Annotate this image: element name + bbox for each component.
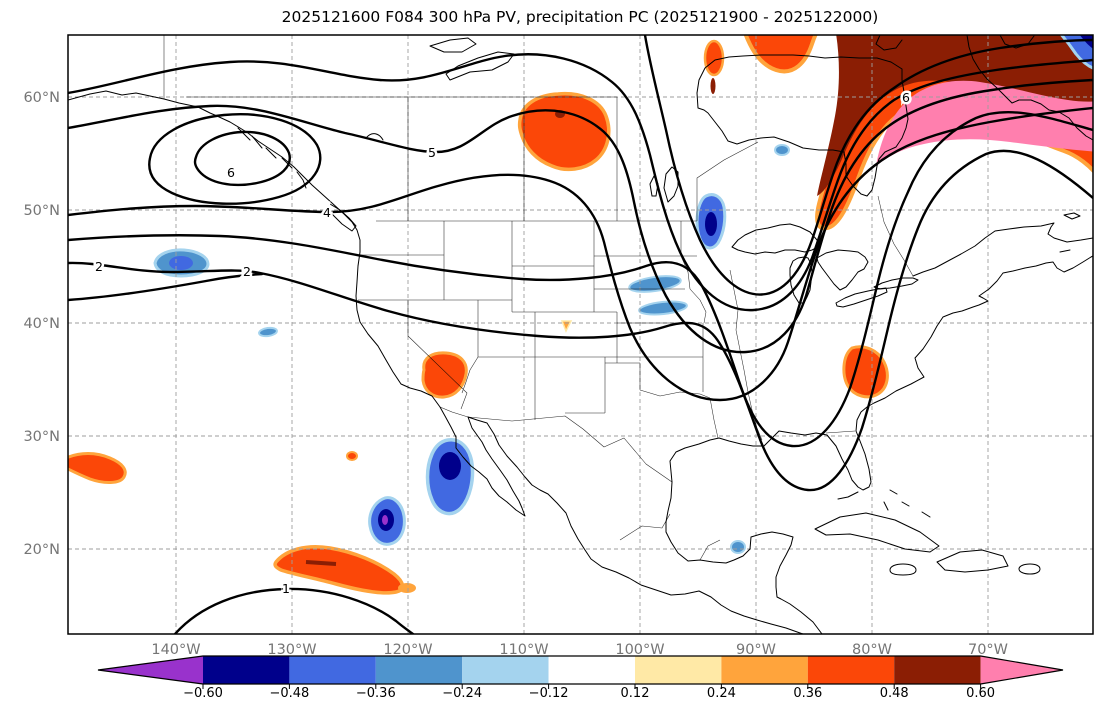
lon-tick-label-90w: 90°W [736,642,776,658]
pc-positive-blob-tropical-pacific-dark-dash [305,560,337,566]
x-axis-tick-labels: 140°W 130°W 120°W 110°W 100°W 90°W 80°W … [151,642,1008,658]
contour-label-2-west: 2 [95,259,103,274]
colorbar-segment-0 [203,656,290,684]
pc-positive-dot-pacific [346,451,358,461]
pc-shaded-anomalies [68,35,1093,595]
pv-contour-3 [68,111,1093,448]
map-plot-area: 6 5 4 2 2 1 6 [68,35,1093,634]
pc-positive-spot-north [703,39,725,77]
lon-tick-label-80w: 80°W [852,642,892,658]
coastline-st-lawrence [912,222,1093,277]
contour-label-4: 4 [323,205,331,220]
lon-tick-label-120w: 120°W [383,642,432,658]
contour-label-1: 1 [282,581,290,596]
lon-tick-label-140w: 140°W [151,642,200,658]
colorbar-tick-neg060: −0.60 [183,686,223,698]
pc-negative-dot-belize [730,540,746,554]
colorbar-segment-3 [462,656,549,684]
coastline-hudson-bay [696,54,909,197]
pc-positive-blob-northeast-darkred [817,35,1093,196]
colorbar-tick-neg024: −0.24 [442,686,482,698]
pc-positive-spot-north-dark-dash [710,78,716,94]
y-axis-tick-labels: 60°N 50°N 40°N 30°N 20°N [23,90,60,558]
pc-negative-blob-gulf-of-alaska-core [169,256,193,270]
contour-label-2-east: 2 [243,264,251,279]
lon-tick-label-100w: 100°W [615,642,664,658]
lon-tick-label-130w: 130°W [267,642,316,658]
pv-contour-2 [68,149,1093,492]
contour-label-5: 5 [428,145,436,160]
pv-closed-low-outer-ring [148,113,322,205]
pv-contours [68,35,1093,634]
plot-frame [67,34,1094,635]
lat-tick-label-50n: 50°N [23,203,60,219]
colorbar-tick-pos048: 0.48 [880,686,909,698]
pc-negative-blob-baja-core [439,452,461,480]
colorbar-tick-marks [202,684,982,689]
figure-title: 2025121600 F084 300 hPa PV, precipitatio… [282,8,879,26]
colorbar: −0.60 −0.48 −0.36 −0.24 −0.12 0.12 0.24 … [97,655,1064,701]
colorbar-segment-5 [635,656,722,684]
us-state-borders [358,221,856,441]
lat-tick-label-30n: 30°N [23,429,60,445]
colorbar-segment-2 [375,656,463,684]
colorbar-segment-6 [721,656,808,684]
pc-positive-blob-tropical-pacific-gold-tail [398,583,416,593]
caribbean-islands [814,512,1041,576]
pc-negative-spot-winnipeg [774,144,790,156]
pc-negative-streak-nebraska [638,300,688,316]
pv-contour-1-arc [173,587,415,634]
pc-positive-marker-colorado [560,320,573,333]
pv-closed-low-inner-ring [193,130,291,187]
coastline-labrador [966,35,1093,141]
pc-positive-blob-nevada [421,351,468,399]
lat-tick-label-40n: 40°N [23,316,60,332]
colorbar-segment-1 [289,656,376,684]
pv-contour-labels: 6 5 4 2 2 1 6 [93,88,913,599]
colorbar-tick-pos012: 0.12 [621,686,650,698]
colorbar-tick-neg036: −0.36 [356,686,396,698]
lat-tick-label-20n: 20°N [23,542,60,558]
coastline-gulf-atlantic [665,255,1093,634]
colorbar-segment-8 [894,656,981,684]
colorbar-over-arrow [980,656,1063,684]
pv-contour-7 [643,35,1093,296]
colorbar-tick-neg048: −0.48 [269,686,309,698]
lon-tick-label-110w: 110°W [499,642,548,658]
colorbar-tick-neg012: −0.12 [529,686,569,698]
pc-negative-blob-manitoba-core [705,212,717,236]
contour-label-6-northeast: 6 [902,90,910,105]
pc-positive-blob-tropical-pacific [273,545,405,595]
coastline-pacific-mexico [68,90,804,634]
colorbar-segment-4 [548,656,635,684]
pv-contour-5 [68,78,1093,354]
contour-label-6-low: 6 [227,165,235,180]
pv-contour-2-companion [68,272,264,302]
colorbar-tick-pos060: 0.60 [966,686,995,698]
colorbar-under-arrow [98,656,203,684]
pc-positive-blob-west-edge [68,452,127,484]
lon-tick-label-70w: 70°W [968,642,1008,658]
pc-negative-streak-dakotas [628,275,682,293]
colorbar-tick-labels: −0.60 −0.48 −0.36 −0.24 −0.12 0.12 0.24 … [183,686,995,701]
colorbar-tick-pos036: 0.36 [793,686,822,698]
pv-contour-6 [68,53,1093,312]
pc-positive-blob-southeast-us [842,345,889,399]
colorbar-tick-pos024: 0.24 [707,686,736,698]
pv-contour-4 [68,106,1093,402]
colorbar-segment-7 [807,656,895,684]
canada-mexico-borders [163,35,914,561]
lat-tick-label-60n: 60°N [23,90,60,106]
pc-negative-blob-ne-corner-core [1079,35,1093,49]
pc-negative-blob-pacific-sw-purple-dot [382,515,388,525]
pc-positive-blob-canada [517,91,611,172]
pc-negative-streak-pacific [258,326,278,338]
